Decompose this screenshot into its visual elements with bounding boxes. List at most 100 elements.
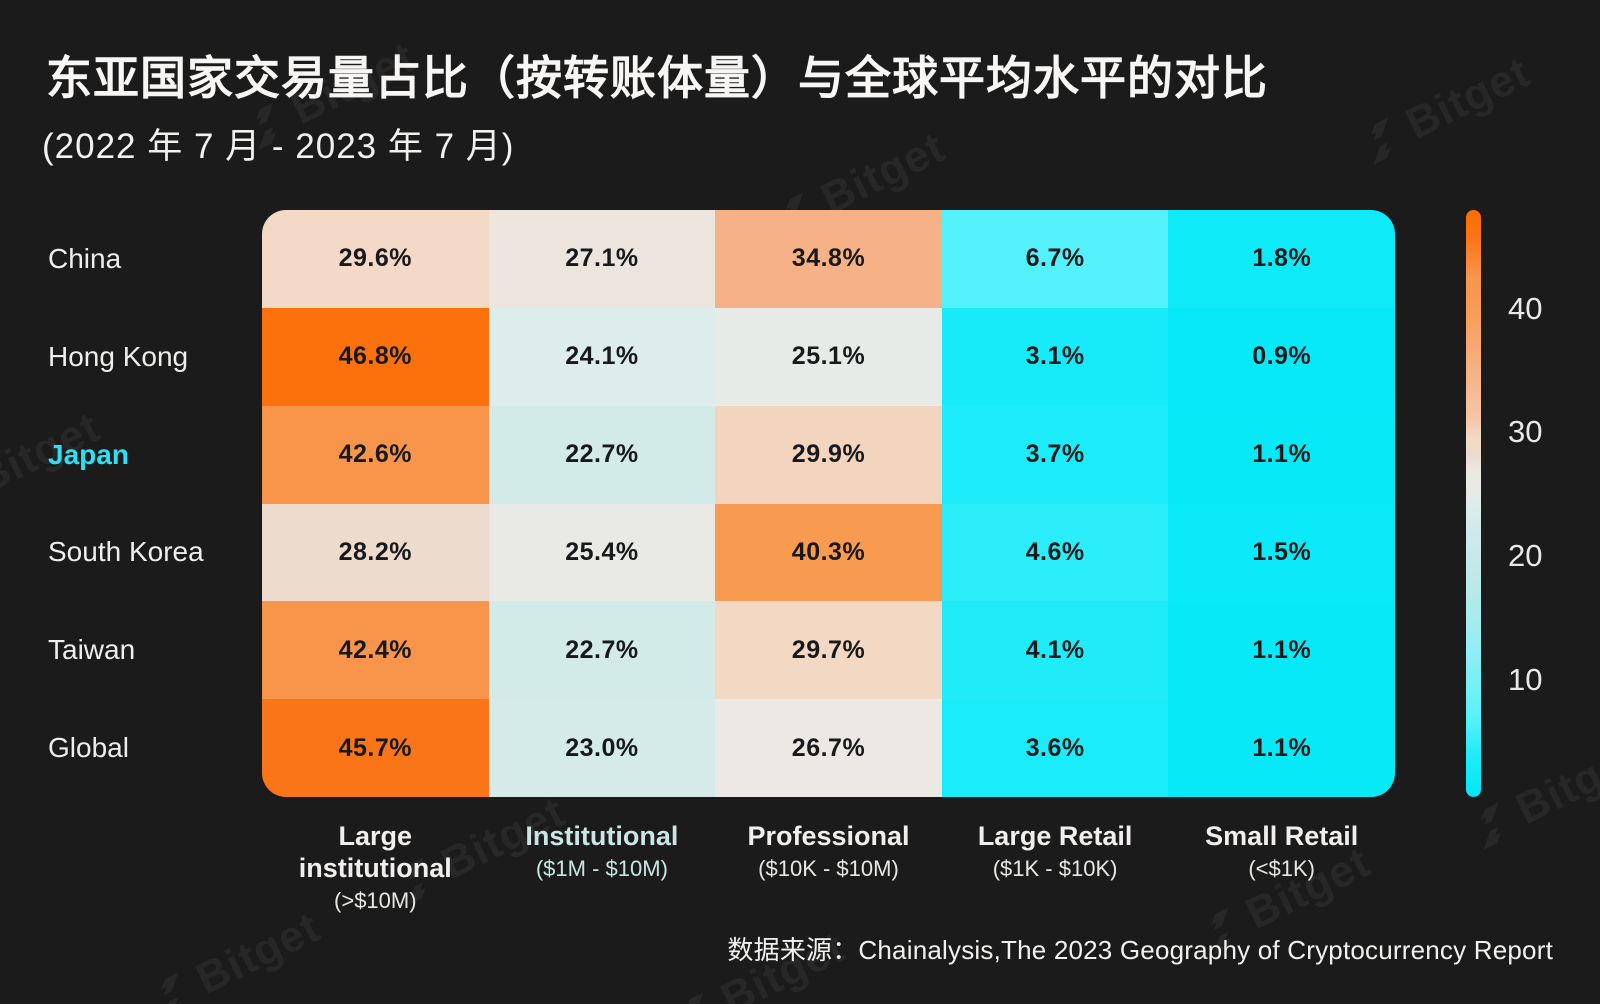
bitget-watermark: Bitget <box>142 902 328 1004</box>
cell-value: 25.1% <box>791 342 866 371</box>
heatmap-cell-south-korea-col4: 4.6% <box>941 503 1169 602</box>
row-label-taiwan: Taiwan <box>48 634 136 666</box>
cell-value: 23.0% <box>565 733 639 762</box>
cell-value: 42.4% <box>338 635 412 664</box>
heatmap-cell-japan-col5: 1.1% <box>1168 405 1395 504</box>
column-header-large-retail: Large Retail ($1K - $10K) <box>942 820 1169 916</box>
column-header-label: Small Retail <box>1205 821 1359 851</box>
row-label-global: Global <box>48 732 129 764</box>
heatmap-cell-global-col4: 3.6% <box>941 699 1169 797</box>
bitget-logo-icon <box>686 992 704 1004</box>
row-label-hong-kong: Hong Kong <box>48 340 189 372</box>
row-label-south-korea: South Korea <box>48 536 204 568</box>
cell-value: 6.7% <box>1025 244 1085 273</box>
column-header-professional: Professional ($10K - $10M) <box>715 820 942 916</box>
column-header-large-institutional: Large institutional (>$10M) <box>262 820 489 916</box>
column-header-small-retail: Small Retail (<$1K) <box>1168 820 1395 916</box>
cell-value: 4.6% <box>1025 537 1085 566</box>
heatmap-cell-taiwan-col4: 4.1% <box>941 601 1169 700</box>
heatmap-cell-japan-col1: 42.6% <box>262 405 489 504</box>
column-headers: Large institutional (>$10M) Institutional (… <box>262 820 1395 916</box>
heatmap-cell-hong-kong-col3: 25.1% <box>715 307 942 406</box>
cell-value: 22.7% <box>565 635 639 664</box>
bitget-logo-icon <box>1371 117 1391 165</box>
heatmap-cell-south-korea-col1: 28.2% <box>262 503 489 602</box>
heatmap-cell-taiwan-col5: 1.1% <box>1168 601 1395 700</box>
heatmap-cell-japan-col3: 29.9% <box>715 405 942 504</box>
column-header-range: (>$10M) <box>334 888 417 913</box>
cell-value: 28.2% <box>338 537 412 566</box>
cell-value: 0.9% <box>1252 342 1312 371</box>
heatmap-cell-south-korea-col3: 40.3% <box>715 503 942 602</box>
cell-value: 22.7% <box>565 440 639 469</box>
heatmap-cell-japan-col2: 22.7% <box>488 405 716 504</box>
heatmap-cell-south-korea-col2: 25.4% <box>488 503 716 602</box>
heatmap-cell-taiwan-col2: 22.7% <box>488 601 716 700</box>
watermark-text: Bitget <box>188 902 328 1004</box>
heatmap-cell-china-col1: 29.6% <box>262 210 489 308</box>
column-header-institutional: Institutional ($1M - $10M) <box>489 820 716 916</box>
heatmap-cell-taiwan-col3: 29.7% <box>715 601 942 700</box>
cell-value: 46.8% <box>338 342 412 371</box>
heatmap-cell-hong-kong-col1: 46.8% <box>262 307 489 406</box>
cell-value: 1.1% <box>1252 733 1312 762</box>
column-header-label: Large institutional <box>298 821 452 883</box>
cell-value: 29.7% <box>791 635 866 664</box>
column-header-label: Professional <box>747 821 910 851</box>
cell-value: 26.7% <box>791 733 866 762</box>
cell-value: 34.8% <box>791 244 866 273</box>
column-header-range: ($1M - $10M) <box>535 856 668 881</box>
chart-title: 东亚国家交易量占比（按转账体量）与全球平均水平的对比 <box>46 52 1268 104</box>
heatmap-cell-hong-kong-col5: 0.9% <box>1168 307 1395 406</box>
colorbar-tick-20: 20 <box>1508 538 1543 574</box>
bitget-watermark: Bitget <box>1462 732 1600 857</box>
heatmap-cell-china-col3: 34.8% <box>715 210 942 308</box>
cell-value: 1.5% <box>1252 537 1312 566</box>
heatmap-cell-south-korea-col5: 1.5% <box>1168 503 1395 602</box>
cell-value: 3.1% <box>1025 342 1085 371</box>
column-header-label: Large Retail <box>977 821 1133 851</box>
cell-value: 27.1% <box>565 244 639 273</box>
bitget-watermark: Bitget <box>1352 47 1538 172</box>
cell-value: 29.9% <box>791 440 866 469</box>
cell-value: 4.1% <box>1025 635 1085 664</box>
bitget-logo-icon <box>1481 802 1501 850</box>
chart-subtitle: (2022 年 7 月 - 2023 年 7 月) <box>42 127 515 166</box>
cell-value: 45.7% <box>338 733 412 762</box>
heatmap-cell-hong-kong-col2: 24.1% <box>488 307 716 406</box>
column-header-label: Institutional <box>525 821 679 851</box>
cell-value: 40.3% <box>791 537 866 566</box>
heatmap-cell-global-col5: 1.1% <box>1168 699 1395 797</box>
heatmap-cell-taiwan-col1: 42.4% <box>262 601 489 700</box>
bitget-logo-icon <box>161 972 181 1004</box>
colorbar-gradient <box>1466 210 1481 797</box>
cell-value: 42.6% <box>338 440 412 469</box>
heatmap-cell-japan-col4: 3.7% <box>941 405 1169 504</box>
column-header-range: ($1K - $10K) <box>992 856 1118 881</box>
row-label-japan: Japan <box>48 438 129 470</box>
heatmap-cell-china-col5: 1.8% <box>1168 210 1395 308</box>
cell-value: 3.6% <box>1025 733 1085 762</box>
colorbar-tick-30: 30 <box>1508 414 1543 450</box>
heatmap-cell-global-col2: 23.0% <box>488 699 716 797</box>
cell-value: 1.1% <box>1252 635 1312 664</box>
row-labels: China Hong Kong Japan South Korea Taiwan Glob… <box>48 210 248 797</box>
cell-value: 24.1% <box>565 342 639 371</box>
watermark-text: Bitget <box>1398 47 1538 149</box>
column-header-range: (<$1K) <box>1248 856 1316 881</box>
cell-value: 1.1% <box>1252 440 1312 469</box>
data-source: 数据来源：Chainalysis,The 2023 Geography of C… <box>727 935 1553 965</box>
cell-value: 29.6% <box>338 244 412 273</box>
row-label-china: China <box>48 242 122 274</box>
cell-value: 3.7% <box>1025 440 1085 469</box>
colorbar-tick-10: 10 <box>1508 661 1543 697</box>
cell-value: 25.4% <box>565 537 639 566</box>
column-header-range: ($10K - $10M) <box>758 856 899 881</box>
heatmap-cell-global-col1: 45.7% <box>262 699 489 797</box>
heatmap-cell-global-col3: 26.7% <box>715 699 942 797</box>
colorbar-tick-40: 40 <box>1508 290 1543 326</box>
heatmap-grid: 29.6% 27.1% 34.8% 6.7% 1.8% 46.8% 24.1% 25.1% 3.… <box>262 210 1395 797</box>
cell-value: 1.8% <box>1252 244 1312 273</box>
heatmap-cell-china-col2: 27.1% <box>488 210 716 308</box>
